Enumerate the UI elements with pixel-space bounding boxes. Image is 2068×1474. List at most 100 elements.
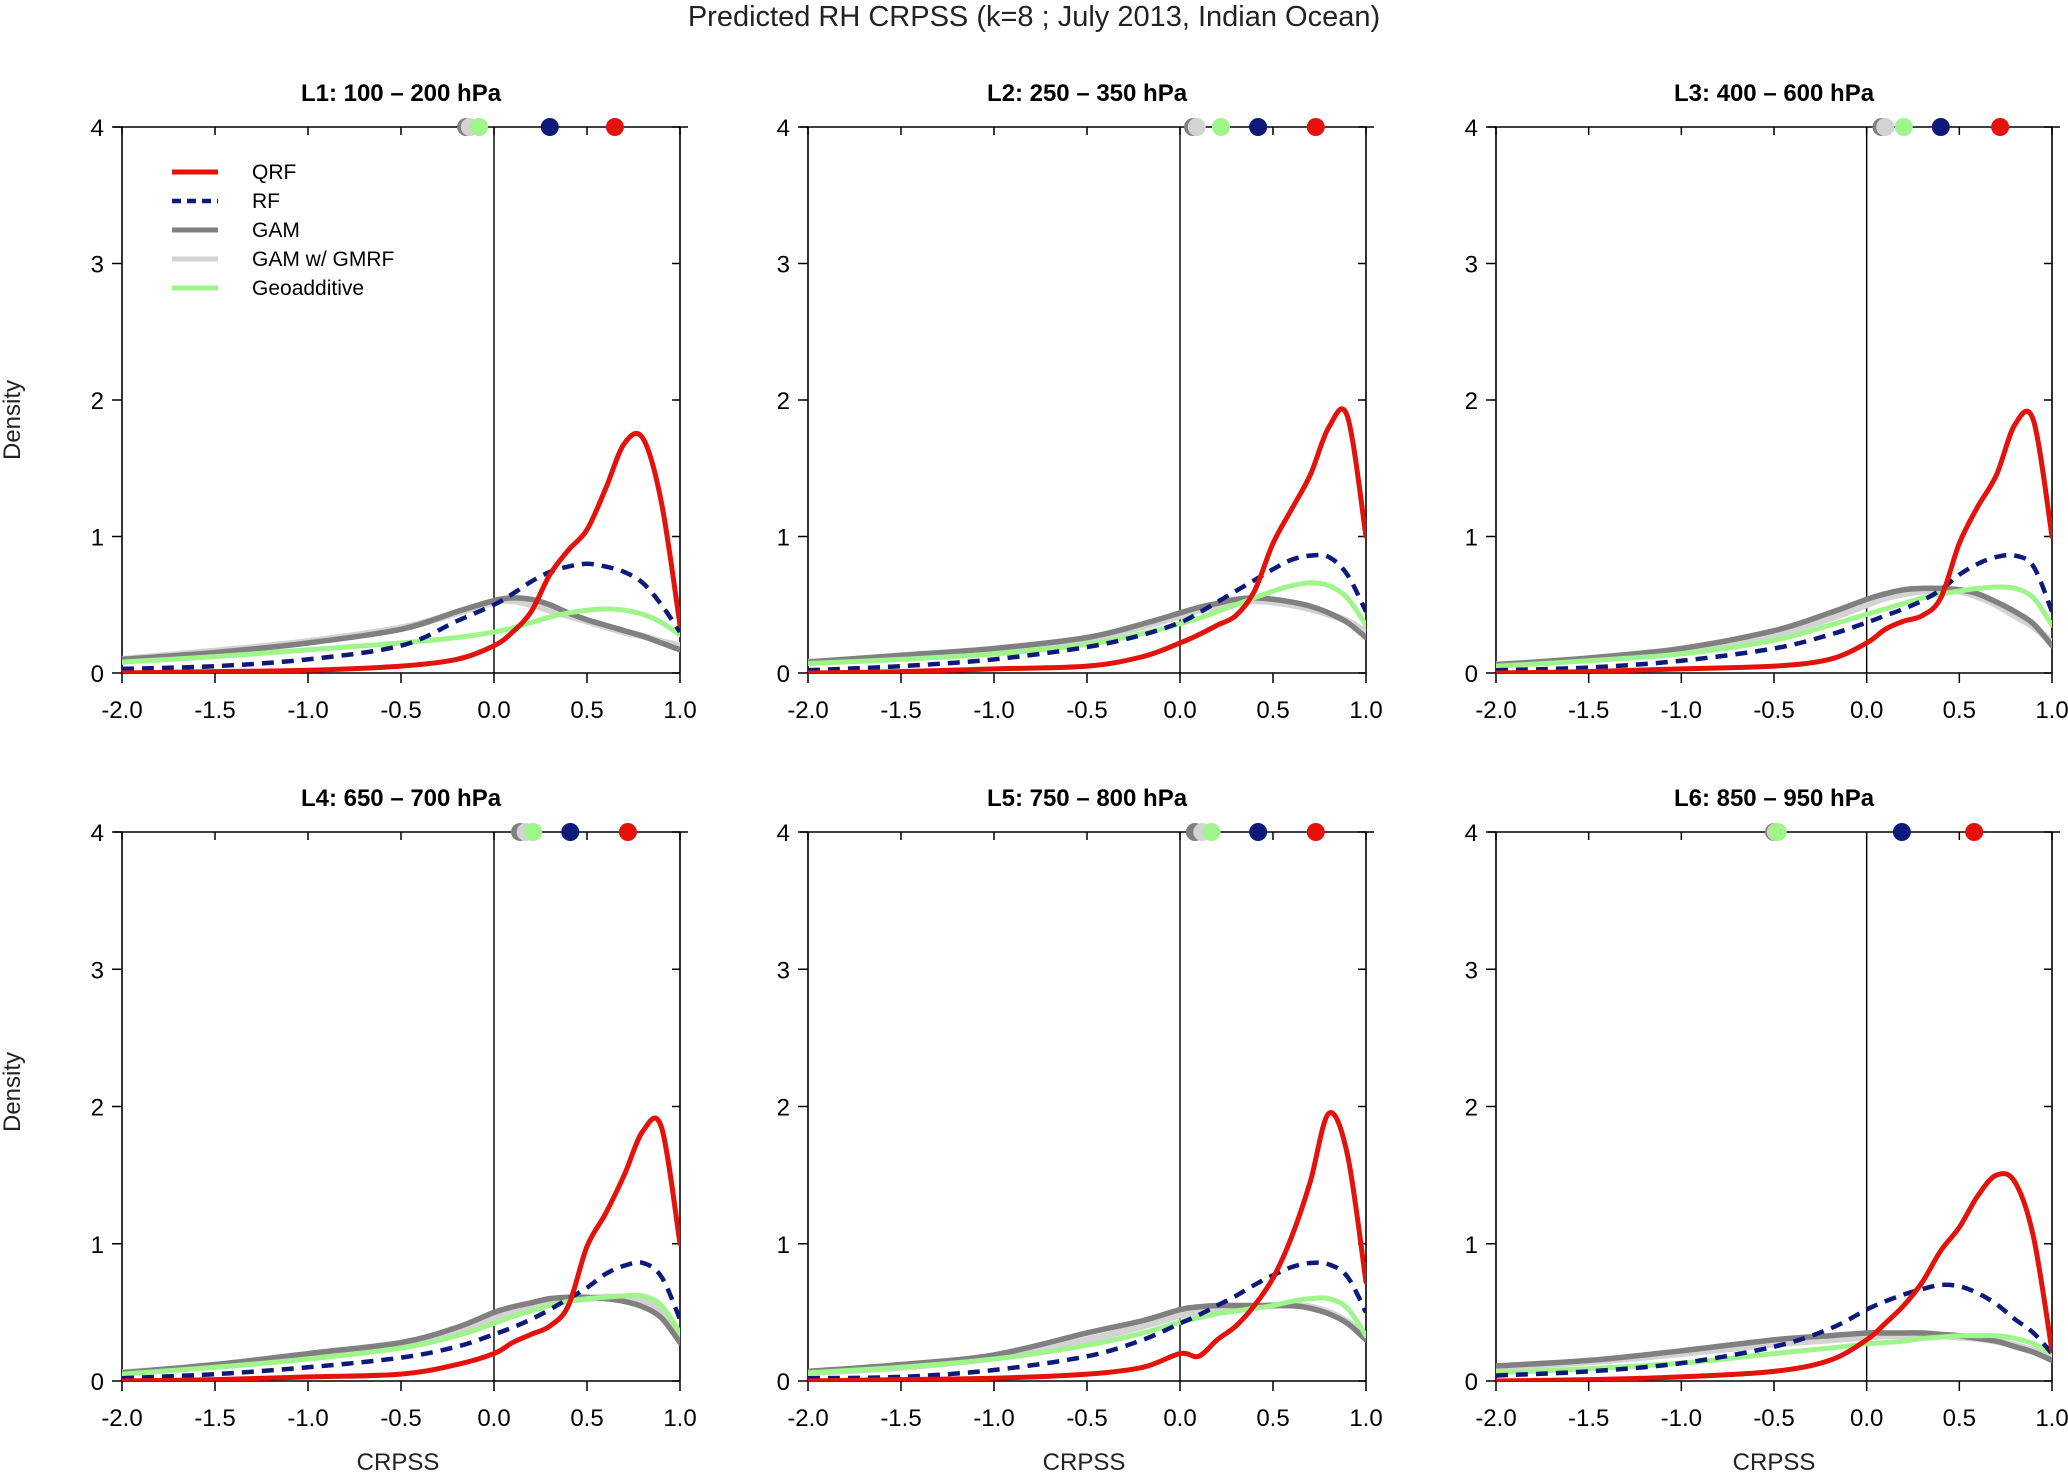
x-axis-label-right: CRPSS [1733,1449,1816,1474]
mean-marker-qrf [1306,118,1325,136]
mean-marker-geoadditive [524,823,543,841]
y-tick-label: 3 [1465,252,1478,279]
y-tick-label: 0 [91,1369,104,1396]
x-tick-label: -0.5 [380,1405,421,1432]
mean-marker-geoadditive [470,118,489,136]
mean-marker-rf [540,118,559,136]
series-line-geoadditive [808,1295,1366,1376]
y-tick-label: 1 [777,525,790,552]
panel-title: L5: 750 – 800 hPa [987,785,1188,812]
y-tick-label: 3 [1465,957,1478,984]
legend-label: GAM w/ GMRF [252,248,394,271]
series-line-qrf [122,430,680,673]
series-line-rf [122,1260,680,1381]
x-tick-label: -1.5 [880,1405,921,1432]
mean-marker-rf [561,823,580,841]
panel-title: L1: 100 – 200 hPa [301,80,502,107]
x-tick-label: 0.0 [1163,697,1196,724]
series-line-gam [1496,1330,2052,1369]
mean-marker-geoadditive [1211,118,1230,136]
y-tick-label: 4 [91,115,104,142]
x-tick-label: 0.5 [570,1405,603,1432]
y-tick-label: 0 [1465,661,1478,688]
panel-title: L3: 400 – 600 hPa [1674,80,1875,107]
x-tick-label: 0.5 [1943,697,1976,724]
mean-marker-rf [1249,118,1268,136]
mean-marker-qrf [1965,823,1984,841]
mean-marker-qrf [1306,823,1325,841]
x-tick-label: -1.5 [194,697,235,724]
y-tick-label: 4 [777,115,790,142]
mean-marker-rf [1249,823,1268,841]
y-axis-label-bottom: Density [0,1052,26,1132]
x-tick-label: -0.5 [1066,1405,1107,1432]
y-tick-label: 3 [91,957,104,984]
x-tick-label: 1.0 [663,697,696,724]
mean-marker-qrf [1991,118,2010,136]
x-tick-label: 1.0 [2035,697,2068,724]
series-line-qrf [1496,1171,2052,1381]
legend-label: QRF [252,161,296,184]
panel-1: L1: 100 – 200 hPa -2.0 -1.5 -1.0 -0.5 0.0 0.5 1… [91,80,697,724]
series-line-gam [122,595,680,663]
x-tick-label: 0.0 [1163,1405,1196,1432]
series-line-gam-w-gmrf [1496,586,2052,669]
y-tick-label: 0 [777,661,790,688]
y-tick-label: 4 [1465,820,1478,847]
mean-marker-qrf [618,823,637,841]
x-axis-label-left: CRPSS [357,1449,440,1474]
mean-marker-rf [1931,118,1950,136]
series-line-gam [808,595,1366,665]
x-tick-label: 0.0 [1850,697,1883,724]
x-tick-label: -1.5 [1568,1405,1609,1432]
series-line-rf [1496,552,2052,673]
mean-marker-geoadditive [1894,118,1913,136]
mean-marker-geoadditive [1768,823,1787,841]
mean-marker-gam-w-gmrf [1187,118,1206,136]
y-tick-label: 0 [1465,1369,1478,1396]
panel-title: L2: 250 – 350 hPa [987,80,1188,107]
series-line-qrf [808,406,1366,673]
x-tick-label: -0.5 [1753,1405,1794,1432]
series-line-geoadditive [808,580,1366,666]
x-tick-label: -1.0 [973,1405,1014,1432]
legend-label: Geoadditive [252,277,364,300]
x-tick-label: -2.0 [101,1405,142,1432]
legend-label: GAM [252,219,300,242]
x-tick-label: -2.0 [787,697,828,724]
series-line-geoadditive [1496,1333,2052,1376]
series-line-rf [808,1260,1366,1381]
x-tick-label: -0.5 [380,697,421,724]
x-tick-label: -1.5 [1568,697,1609,724]
x-tick-label: -1.0 [287,1405,328,1432]
panels: L1: 100 – 200 hPa -2.0 -1.5 -1.0 -0.5 0.0 0.5 1… [91,80,2068,1432]
x-tick-label: 0.0 [477,697,510,724]
y-tick-label: 1 [1465,525,1478,552]
y-tick-label: 1 [91,525,104,552]
series-line-qrf [1496,408,2052,673]
legend: QRF RF GAM GAM w/ GMRF Geoadditive [172,161,394,300]
y-tick-label: 1 [91,1232,104,1259]
x-tick-label: 1.0 [1349,697,1382,724]
series-line-rf [808,552,1366,673]
panel-title: L6: 850 – 950 hPa [1674,785,1875,812]
mean-marker-qrf [605,118,624,136]
curves [122,430,680,673]
series-line-gam [122,1294,680,1376]
x-tick-label: -0.5 [1066,697,1107,724]
series-line-qrf [122,1115,680,1381]
mean-marker-rf [1892,823,1911,841]
y-tick-label: 4 [777,820,790,847]
y-tick-label: 2 [1465,1095,1478,1122]
x-tick-label: 1.0 [2035,1405,2068,1432]
x-tick-label: -1.0 [973,697,1014,724]
curves [808,1110,1366,1381]
curves [1496,1171,2052,1381]
x-tick-label: -0.5 [1753,697,1794,724]
legend-label: RF [252,190,280,213]
y-tick-label: 2 [91,388,104,415]
y-tick-label: 2 [91,1095,104,1122]
x-tick-label: -1.5 [880,697,921,724]
y-tick-label: 3 [777,252,790,279]
